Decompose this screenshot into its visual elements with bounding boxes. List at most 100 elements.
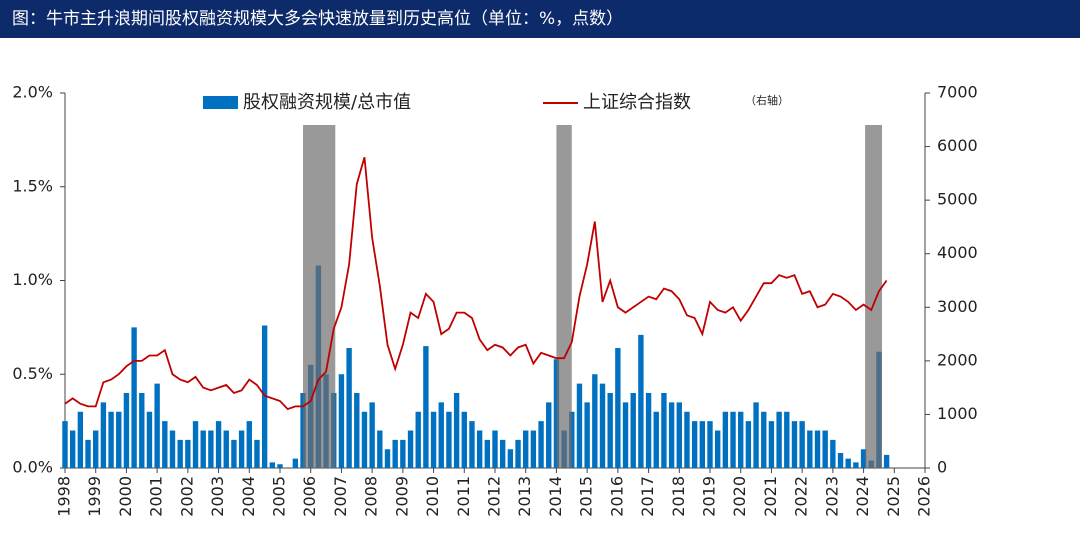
y2-tick-label: 4000 bbox=[937, 243, 978, 262]
bar bbox=[576, 383, 583, 468]
y-tick-label: 1.0% bbox=[12, 270, 53, 289]
shaded-period bbox=[556, 125, 572, 468]
bar bbox=[277, 464, 283, 468]
bar bbox=[860, 449, 867, 468]
bar bbox=[599, 383, 606, 468]
bar bbox=[730, 411, 736, 468]
bar bbox=[246, 421, 252, 468]
bar bbox=[776, 411, 782, 468]
y-tick-label: 1.5% bbox=[12, 176, 53, 195]
bar bbox=[515, 439, 521, 468]
bar bbox=[169, 430, 176, 468]
bar bbox=[200, 430, 206, 468]
y2-tick-label: 2000 bbox=[937, 350, 978, 369]
bar bbox=[208, 430, 214, 468]
bar bbox=[830, 439, 836, 468]
bar bbox=[123, 393, 130, 468]
x-tick-label: 2012 bbox=[485, 476, 504, 517]
bar bbox=[192, 421, 199, 468]
bar bbox=[523, 430, 529, 468]
bar bbox=[177, 439, 183, 468]
bar bbox=[69, 430, 76, 468]
x-tick-label: 2007 bbox=[331, 476, 350, 517]
x-tick-label: 2016 bbox=[607, 476, 626, 517]
chart-title: 图：牛市主升浪期间股权融资规模大多会快速放量到历史高位（单位：%，点数） bbox=[12, 9, 623, 29]
title-bar bbox=[0, 0, 1080, 38]
x-tick-label: 2022 bbox=[792, 476, 811, 517]
bar bbox=[154, 383, 160, 468]
bar bbox=[799, 421, 805, 468]
bar bbox=[592, 374, 598, 468]
bar bbox=[814, 430, 821, 468]
bar bbox=[446, 411, 452, 468]
bar bbox=[630, 393, 636, 468]
bar bbox=[108, 411, 114, 468]
bar bbox=[261, 325, 268, 468]
bar bbox=[584, 402, 590, 468]
bar bbox=[453, 393, 460, 468]
bar bbox=[845, 458, 851, 468]
shaded-period bbox=[865, 125, 882, 468]
bar bbox=[215, 421, 222, 468]
bar bbox=[254, 439, 260, 468]
x-tick-label: 2018 bbox=[669, 476, 688, 517]
bar bbox=[722, 411, 729, 468]
bar bbox=[231, 439, 237, 468]
bar bbox=[354, 393, 360, 468]
line bbox=[64, 157, 888, 411]
x-tick-label: 1998 bbox=[55, 476, 74, 517]
bar bbox=[622, 402, 629, 468]
y2-tick-label: 5000 bbox=[937, 190, 978, 209]
bar bbox=[645, 393, 652, 468]
x-tick-label: 2021 bbox=[761, 476, 780, 517]
x-tick-label: 2004 bbox=[239, 476, 258, 517]
bar bbox=[507, 449, 514, 468]
bar bbox=[699, 421, 706, 468]
y2-tick-label: 7000 bbox=[937, 83, 978, 102]
bar bbox=[607, 393, 613, 468]
bar bbox=[837, 453, 844, 468]
bar bbox=[530, 430, 537, 468]
y-tick-label: 0.5% bbox=[12, 364, 53, 383]
annotation: （右轴） bbox=[745, 93, 789, 107]
bar bbox=[131, 327, 137, 468]
bar bbox=[369, 402, 375, 468]
bar bbox=[415, 411, 421, 468]
x-tick-label: 2011 bbox=[454, 476, 473, 517]
x-tick-label: 2019 bbox=[700, 476, 719, 517]
bar bbox=[753, 402, 759, 468]
bar bbox=[676, 402, 682, 468]
x-tick-label: 2009 bbox=[392, 476, 411, 517]
bar bbox=[139, 393, 145, 468]
y2-tick-label: 3000 bbox=[937, 297, 978, 316]
x-tick-label: 2003 bbox=[208, 476, 227, 517]
x-tick-label: 2024 bbox=[853, 476, 872, 517]
bar bbox=[822, 430, 828, 468]
x-tick-label: 2020 bbox=[730, 476, 749, 517]
bar bbox=[484, 439, 491, 468]
bar bbox=[638, 334, 644, 468]
y-tick-label: 2.0% bbox=[12, 83, 53, 102]
bar bbox=[223, 430, 229, 468]
bar bbox=[476, 430, 483, 468]
bar bbox=[883, 454, 890, 468]
bar bbox=[469, 421, 475, 468]
bar bbox=[162, 421, 168, 468]
bar bbox=[784, 411, 790, 468]
x-tick-label: 2000 bbox=[116, 476, 135, 517]
x-tick-label: 2002 bbox=[177, 476, 196, 517]
bar bbox=[93, 430, 99, 468]
bar bbox=[615, 348, 621, 468]
x-tick-label: 2014 bbox=[546, 476, 565, 517]
bar bbox=[492, 430, 498, 468]
bar bbox=[292, 458, 299, 468]
x-tick-label: 2023 bbox=[822, 476, 841, 517]
bar bbox=[77, 411, 84, 468]
bar bbox=[653, 411, 659, 468]
bar bbox=[146, 411, 153, 468]
bar bbox=[407, 430, 414, 468]
bar bbox=[791, 421, 798, 468]
x-tick-label: 1999 bbox=[85, 476, 104, 517]
bar bbox=[738, 411, 744, 468]
bar bbox=[100, 402, 107, 468]
